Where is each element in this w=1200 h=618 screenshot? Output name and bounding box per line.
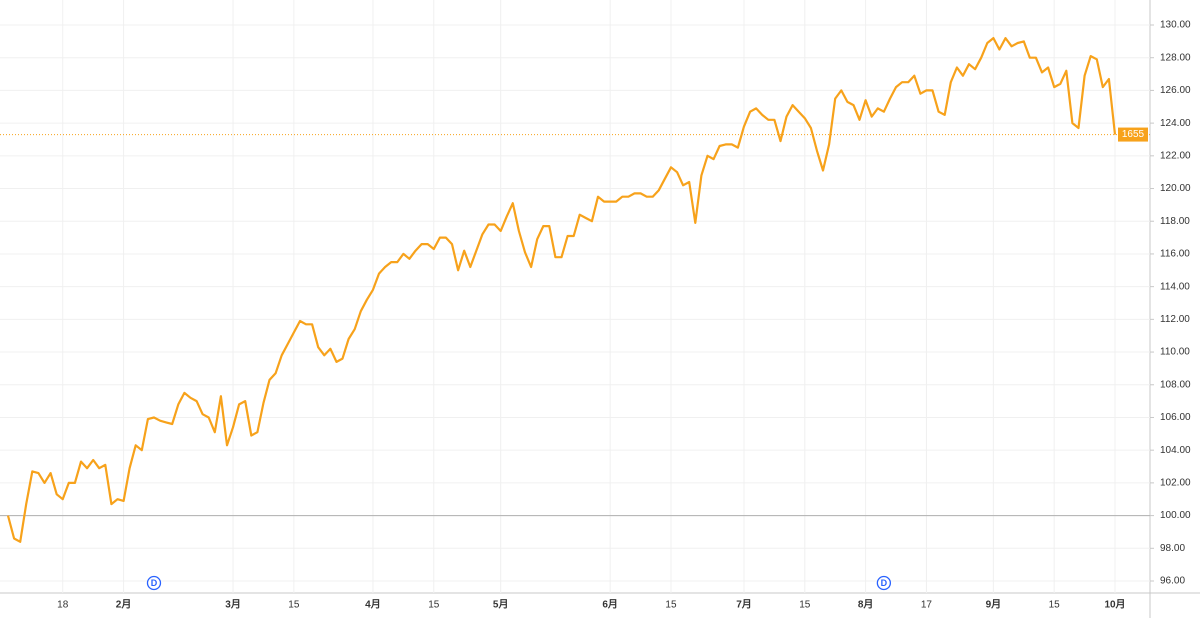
dividend-marker [146, 575, 162, 591]
y-tick-label: 118.00 [1160, 216, 1190, 227]
x-tick-label: 17 [921, 600, 933, 611]
y-tick-label: 116.00 [1160, 249, 1190, 260]
y-tick-label: 126.00 [1160, 85, 1191, 96]
x-tick-label: 8月 [858, 599, 874, 611]
price-line [6, 37, 1117, 543]
y-tick-label: 102.00 [1160, 478, 1191, 489]
last-value-box [1118, 127, 1148, 142]
x-tick-label: 15 [428, 600, 440, 611]
dividend-label: D [881, 578, 888, 588]
y-tick-label: 120.00 [1160, 183, 1191, 194]
y-tick-label: 106.00 [1160, 412, 1191, 423]
x-tick-label: 15 [1049, 600, 1061, 611]
x-tick-label: 7月 [736, 599, 752, 611]
x-tick-label: 9月 [986, 599, 1002, 611]
y-tick-label: 112.00 [1160, 314, 1190, 325]
last-value-label: 1655 [1122, 129, 1145, 140]
y-tick-label: 114.00 [1160, 281, 1190, 292]
y-tick-label: 128.00 [1160, 52, 1191, 63]
x-tick-label: 10月 [1104, 599, 1125, 611]
dividend-marker [876, 575, 892, 591]
x-tick-label: 2月 [116, 599, 132, 611]
y-tick-label: 100.00 [1160, 510, 1191, 521]
x-tick-label: 4月 [365, 599, 381, 611]
x-tick-label: 15 [665, 600, 677, 611]
dividend-label: D [151, 578, 158, 588]
y-tick-label: 122.00 [1160, 150, 1191, 161]
x-tick-label: 15 [799, 600, 811, 611]
x-tick-label: 15 [288, 600, 300, 611]
y-tick-label: 104.00 [1160, 445, 1191, 456]
y-tick-label: 124.00 [1160, 118, 1191, 129]
y-tick-label: 108.00 [1160, 379, 1191, 390]
y-tick-label: 96.00 [1160, 576, 1185, 587]
x-tick-label: 3月 [225, 599, 241, 611]
y-tick-label: 98.00 [1160, 543, 1185, 554]
x-tick-label: 6月 [602, 599, 618, 611]
x-tick-label: 18 [57, 600, 69, 611]
x-tick-label: 5月 [493, 599, 509, 611]
y-tick-label: 130.00 [1160, 20, 1191, 31]
y-tick-label: 110.00 [1160, 347, 1190, 358]
